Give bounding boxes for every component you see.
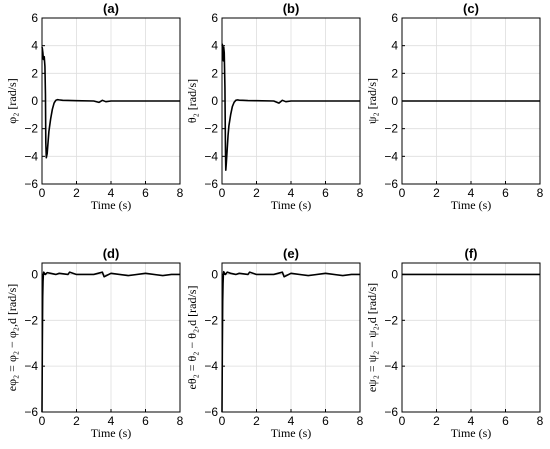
- x-tick-label: 6: [142, 186, 149, 200]
- x-tick-label: 0: [399, 186, 406, 200]
- chart-panel-4: 0 2 4 6 8 −6 −4 −2 0 (d) Time (s) eφ₂ = φ₂ − φ₂,d […: [5, 246, 184, 440]
- chart-title: (d): [103, 246, 120, 261]
- x-tick-label: 8: [177, 186, 184, 200]
- y-axis-label: eθ₂ = θ₂ − θ₂,d [rad/s]: [185, 286, 199, 390]
- y-tick-label: 0: [31, 94, 38, 108]
- data-line: [41, 46, 180, 159]
- x-axis-label: Time (s): [451, 198, 492, 212]
- x-tick-label: 0: [219, 414, 226, 428]
- x-tick-label: 2: [253, 414, 260, 428]
- y-tick-label: −4: [24, 359, 38, 373]
- chart-title: (e): [283, 246, 299, 261]
- chart-title: (b): [283, 1, 300, 16]
- y-tick-label: 0: [31, 267, 38, 281]
- x-tick-label: 2: [433, 414, 440, 428]
- x-tick-label: 6: [502, 186, 509, 200]
- y-tick-label: −2: [204, 313, 218, 327]
- data-line: [221, 270, 360, 413]
- y-tick-label: −6: [384, 405, 398, 419]
- y-tick-label: −4: [384, 149, 398, 163]
- x-tick-label: 0: [399, 414, 406, 428]
- y-tick-label: −4: [24, 149, 38, 163]
- x-tick-label: 8: [357, 414, 364, 428]
- x-axis-label: Time (s): [451, 426, 492, 440]
- x-tick-label: 6: [142, 414, 149, 428]
- y-tick-label: 4: [211, 39, 218, 53]
- x-tick-label: 4: [468, 414, 475, 428]
- x-tick-label: 6: [322, 186, 329, 200]
- y-tick-label: −6: [384, 177, 398, 191]
- x-axis-label: Time (s): [271, 426, 312, 440]
- chart-title: (a): [103, 1, 119, 16]
- chart-title: (c): [463, 1, 479, 16]
- y-tick-label: 4: [31, 39, 38, 53]
- x-tick-label: 2: [73, 414, 80, 428]
- y-axis-label: eψ₂ = ψ₂ − ψ₂,d [rad/s]: [365, 283, 379, 392]
- x-tick-label: 6: [322, 414, 329, 428]
- x-tick-label: 8: [177, 414, 184, 428]
- chart-panel-3: 0 2 4 6 8 −6 −4 −2 0 2 4 6 (c) Time (s) ψ₂ [rad/s]: [365, 1, 544, 212]
- y-axis-label: ψ₂ [rad/s]: [365, 78, 379, 124]
- x-tick-label: 8: [357, 186, 364, 200]
- y-tick-label: 0: [391, 94, 398, 108]
- y-tick-label: −2: [24, 122, 38, 136]
- x-tick-label: 4: [288, 414, 295, 428]
- x-tick-label: 2: [73, 186, 80, 200]
- y-tick-label: −4: [204, 359, 218, 373]
- y-tick-label: −6: [204, 177, 218, 191]
- x-tick-label: 2: [433, 186, 440, 200]
- x-tick-label: 4: [108, 414, 115, 428]
- x-tick-label: 0: [39, 186, 46, 200]
- x-axis-label: Time (s): [91, 426, 132, 440]
- y-tick-label: 2: [31, 66, 38, 80]
- y-tick-label: 0: [211, 94, 218, 108]
- x-tick-label: 4: [468, 186, 475, 200]
- x-tick-label: 0: [219, 186, 226, 200]
- y-tick-label: 2: [391, 66, 398, 80]
- y-axis-label: eφ₂ = φ₂ − φ₂,d [rad/s]: [5, 284, 19, 392]
- y-tick-label: −2: [204, 122, 218, 136]
- y-tick-label: 2: [211, 66, 218, 80]
- y-tick-label: −6: [24, 177, 38, 191]
- y-tick-label: 0: [211, 267, 218, 281]
- x-axis-label: Time (s): [91, 198, 132, 212]
- y-tick-label: −4: [204, 149, 218, 163]
- y-tick-label: −2: [384, 313, 398, 327]
- x-tick-label: 8: [537, 414, 544, 428]
- y-tick-label: 6: [31, 11, 38, 25]
- x-axis-label: Time (s): [271, 198, 312, 212]
- chart-panel-6: 0 2 4 6 8 −6 −4 −2 0 (f) Time (s) eψ₂ = ψ₂ − ψ₂,d […: [365, 246, 544, 440]
- y-tick-label: 0: [391, 267, 398, 281]
- chart-panel-2: 0 2 4 6 8 −6 −4 −2 0 2 4 6 (b) Time (s) θ₂ [rad/s]: [185, 1, 364, 212]
- x-tick-label: 4: [108, 186, 115, 200]
- y-tick-label: −6: [204, 405, 218, 419]
- data-line: [41, 271, 180, 413]
- x-tick-label: 6: [502, 414, 509, 428]
- chart-panel-5: 0 2 4 6 8 −6 −4 −2 0 (e) Time (s) eθ₂ = θ₂ − θ₂,d […: [185, 246, 364, 440]
- y-axis-label: θ₂ [rad/s]: [185, 79, 199, 123]
- y-axis-label: φ₂ [rad/s]: [5, 78, 19, 123]
- x-tick-label: 2: [253, 186, 260, 200]
- x-tick-label: 0: [39, 414, 46, 428]
- x-tick-label: 8: [537, 186, 544, 200]
- y-tick-label: −2: [384, 122, 398, 136]
- y-tick-label: 6: [391, 11, 398, 25]
- y-tick-label: −4: [384, 359, 398, 373]
- data-line: [221, 43, 360, 171]
- y-tick-label: −6: [24, 405, 38, 419]
- chart-title: (f): [465, 246, 478, 261]
- x-tick-label: 4: [288, 186, 295, 200]
- y-tick-label: 4: [391, 39, 398, 53]
- chart-panel-1: 0 2 4 6 8 −6 −4 −2 0 2 4 6 (a) Time (s) φ₂ [rad/s]: [5, 1, 184, 212]
- y-tick-label: −2: [24, 313, 38, 327]
- y-tick-label: 6: [211, 11, 218, 25]
